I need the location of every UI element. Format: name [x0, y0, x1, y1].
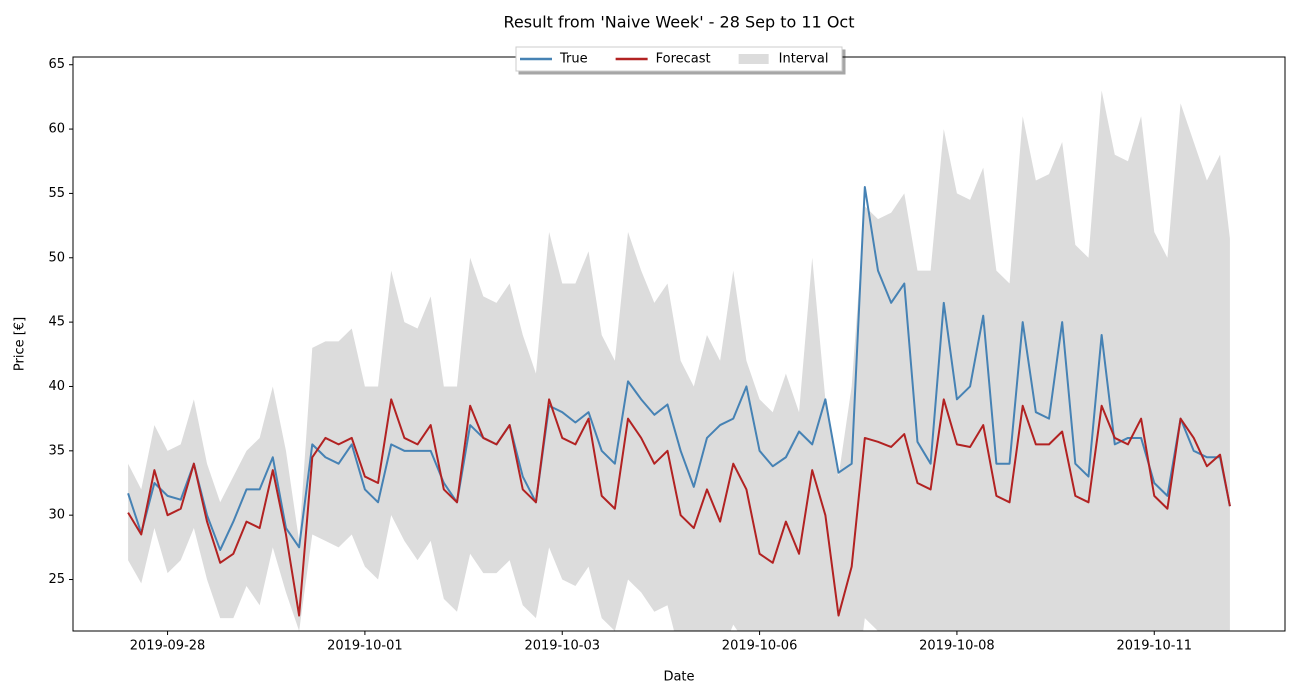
interval-area	[128, 90, 1230, 631]
legend-box	[515, 46, 843, 72]
y-tick-label: 30	[48, 508, 65, 523]
y-tick-label: 40	[48, 379, 65, 394]
x-tick-label: 2019-10-11	[1116, 639, 1192, 654]
y-tick-label: 25	[48, 572, 65, 587]
legend-swatch	[738, 54, 769, 64]
y-tick-label: 60	[48, 122, 65, 137]
ticks: 25 30 35 40 45 50 55 60 65 2019-09-28 2019-10-01 20…	[48, 57, 1192, 653]
y-tick-label: 65	[48, 57, 65, 72]
series-line	[127, 398, 1231, 617]
legend-label: Interval	[779, 52, 829, 67]
y-tick-label: 35	[48, 443, 65, 458]
series-line	[127, 185, 1231, 551]
x-tick-label: 2019-10-08	[919, 639, 995, 654]
x-tick-label: 2019-10-06	[722, 639, 798, 654]
legend-label: Forecast	[656, 52, 711, 67]
y-axis-label: Price [€]	[13, 317, 28, 371]
legend-label: True	[559, 52, 588, 67]
x-tick-label: 2019-10-01	[327, 639, 403, 654]
x-axis-label: Date	[663, 670, 694, 685]
y-tick-label: 55	[48, 186, 65, 201]
y-tick-label: 50	[48, 250, 65, 265]
y-tick-label: 45	[48, 315, 65, 330]
x-tick-label: 2019-10-03	[524, 639, 600, 654]
plot-area	[127, 90, 1231, 631]
chart-title: Result from 'Naive Week' - 28 Sep to 11 …	[504, 13, 855, 32]
legend: True Forecast Interval	[515, 46, 843, 72]
x-tick-label: 2019-09-28	[130, 639, 206, 654]
